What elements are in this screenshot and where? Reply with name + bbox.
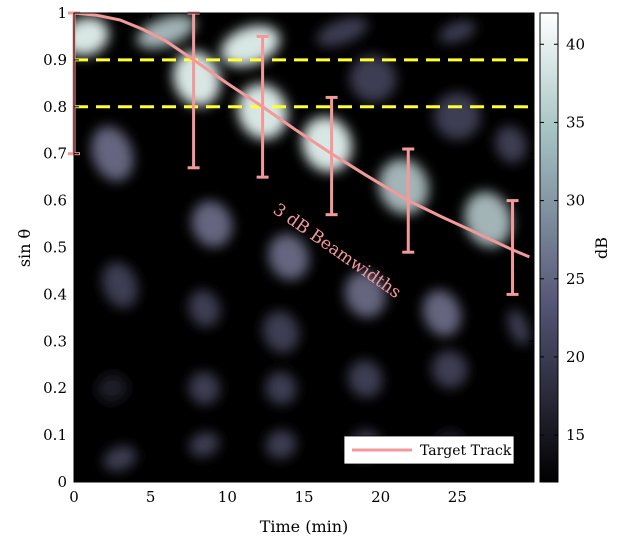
beamwidth-bar bbox=[256, 34, 269, 179]
heatmap-lobe bbox=[431, 350, 468, 389]
beamwidth-bar bbox=[325, 95, 338, 217]
heatmap-lobe bbox=[378, 158, 429, 215]
x-tick-label: 25 bbox=[448, 488, 467, 506]
heatmap-lobe bbox=[188, 371, 220, 405]
x-tick-label: 15 bbox=[294, 488, 313, 506]
colorbar: 15 20 25 30 35 40 dB bbox=[539, 12, 611, 483]
beamwidth-bar bbox=[506, 199, 519, 296]
heatmap-lobe bbox=[102, 262, 138, 308]
heatmap-lobe bbox=[349, 55, 397, 103]
x-tick-label: 0 bbox=[69, 488, 79, 506]
legend: Target Track bbox=[343, 435, 515, 465]
y-axis-title: sin θ bbox=[15, 229, 34, 267]
colorbar-tick-label: 15 bbox=[566, 426, 585, 444]
colorbar-tick-label: 30 bbox=[566, 192, 585, 210]
heatmap-lobe bbox=[316, 17, 368, 47]
colorbar-label: dB bbox=[592, 237, 611, 259]
y-tick-label: 0.8 bbox=[43, 98, 67, 116]
x-axis-title: Time (min) bbox=[260, 517, 349, 536]
colorbar-tick-label: 35 bbox=[566, 113, 585, 131]
heatmap-lobe bbox=[439, 20, 476, 43]
heatmap-lobe bbox=[103, 446, 137, 471]
colorbar-tick-label: 40 bbox=[566, 35, 585, 53]
y-tick-label: 0.7 bbox=[43, 145, 67, 163]
x-tick-label: 5 bbox=[146, 488, 156, 506]
target-track-line bbox=[74, 13, 530, 259]
y-tick-label: 0.2 bbox=[43, 379, 67, 397]
heatmap-lobe bbox=[262, 311, 300, 353]
x-tick-label: 20 bbox=[371, 488, 390, 506]
heatmap-lobe bbox=[344, 271, 386, 318]
heatmap-lobe bbox=[495, 125, 527, 163]
colorbar-ticks: 15 20 25 30 35 40 bbox=[540, 35, 585, 444]
y-tick-label: 0.1 bbox=[43, 426, 67, 444]
heatmap-lobe bbox=[136, 14, 196, 49]
y-axis: 0 0.1 0.2 0.3 0.4 0.5 0.6 0.7 0.8 0.9 1 bbox=[43, 4, 534, 491]
reference-lines bbox=[74, 58, 534, 109]
beamwidth-bar bbox=[402, 147, 415, 254]
heatmap bbox=[74, 13, 534, 482]
x-axis: 0 5 10 15 20 25 bbox=[69, 13, 467, 506]
heatmap-lobe bbox=[97, 373, 128, 403]
heatmap-lobe bbox=[91, 126, 134, 182]
heatmap-lobe bbox=[265, 430, 297, 459]
legend-label: Target Track bbox=[420, 443, 512, 459]
y-tick-label: 1 bbox=[57, 4, 67, 22]
colorbar-gradient bbox=[539, 12, 559, 483]
heatmap-lobe bbox=[173, 51, 221, 107]
y-tick-label: 0.6 bbox=[43, 192, 67, 210]
heatmap-lobe bbox=[422, 290, 462, 337]
heatmap-lobe bbox=[188, 290, 221, 327]
colorbar-tick-label: 25 bbox=[566, 270, 585, 288]
heatmap-lobe bbox=[507, 309, 530, 346]
track-layer bbox=[74, 13, 530, 259]
y-tick-label: 0.3 bbox=[43, 332, 67, 350]
y-tick-label: 0.5 bbox=[43, 239, 67, 257]
x-tick-label: 10 bbox=[218, 488, 237, 506]
y-tick-label: 0 bbox=[57, 473, 67, 491]
heatmap-lobes bbox=[74, 14, 530, 471]
colorbar-tick-label: 20 bbox=[566, 348, 585, 366]
y-tick-label: 0.4 bbox=[43, 285, 67, 303]
heatmap-lobe bbox=[189, 432, 220, 457]
heatmap-lobe bbox=[268, 233, 310, 280]
y-tick-label: 0.9 bbox=[43, 51, 67, 69]
heatmap-lobe bbox=[434, 92, 481, 140]
heatmap-lobe bbox=[265, 371, 297, 405]
heatmap-lobe bbox=[191, 200, 233, 248]
heatmap-lobe bbox=[348, 360, 383, 398]
